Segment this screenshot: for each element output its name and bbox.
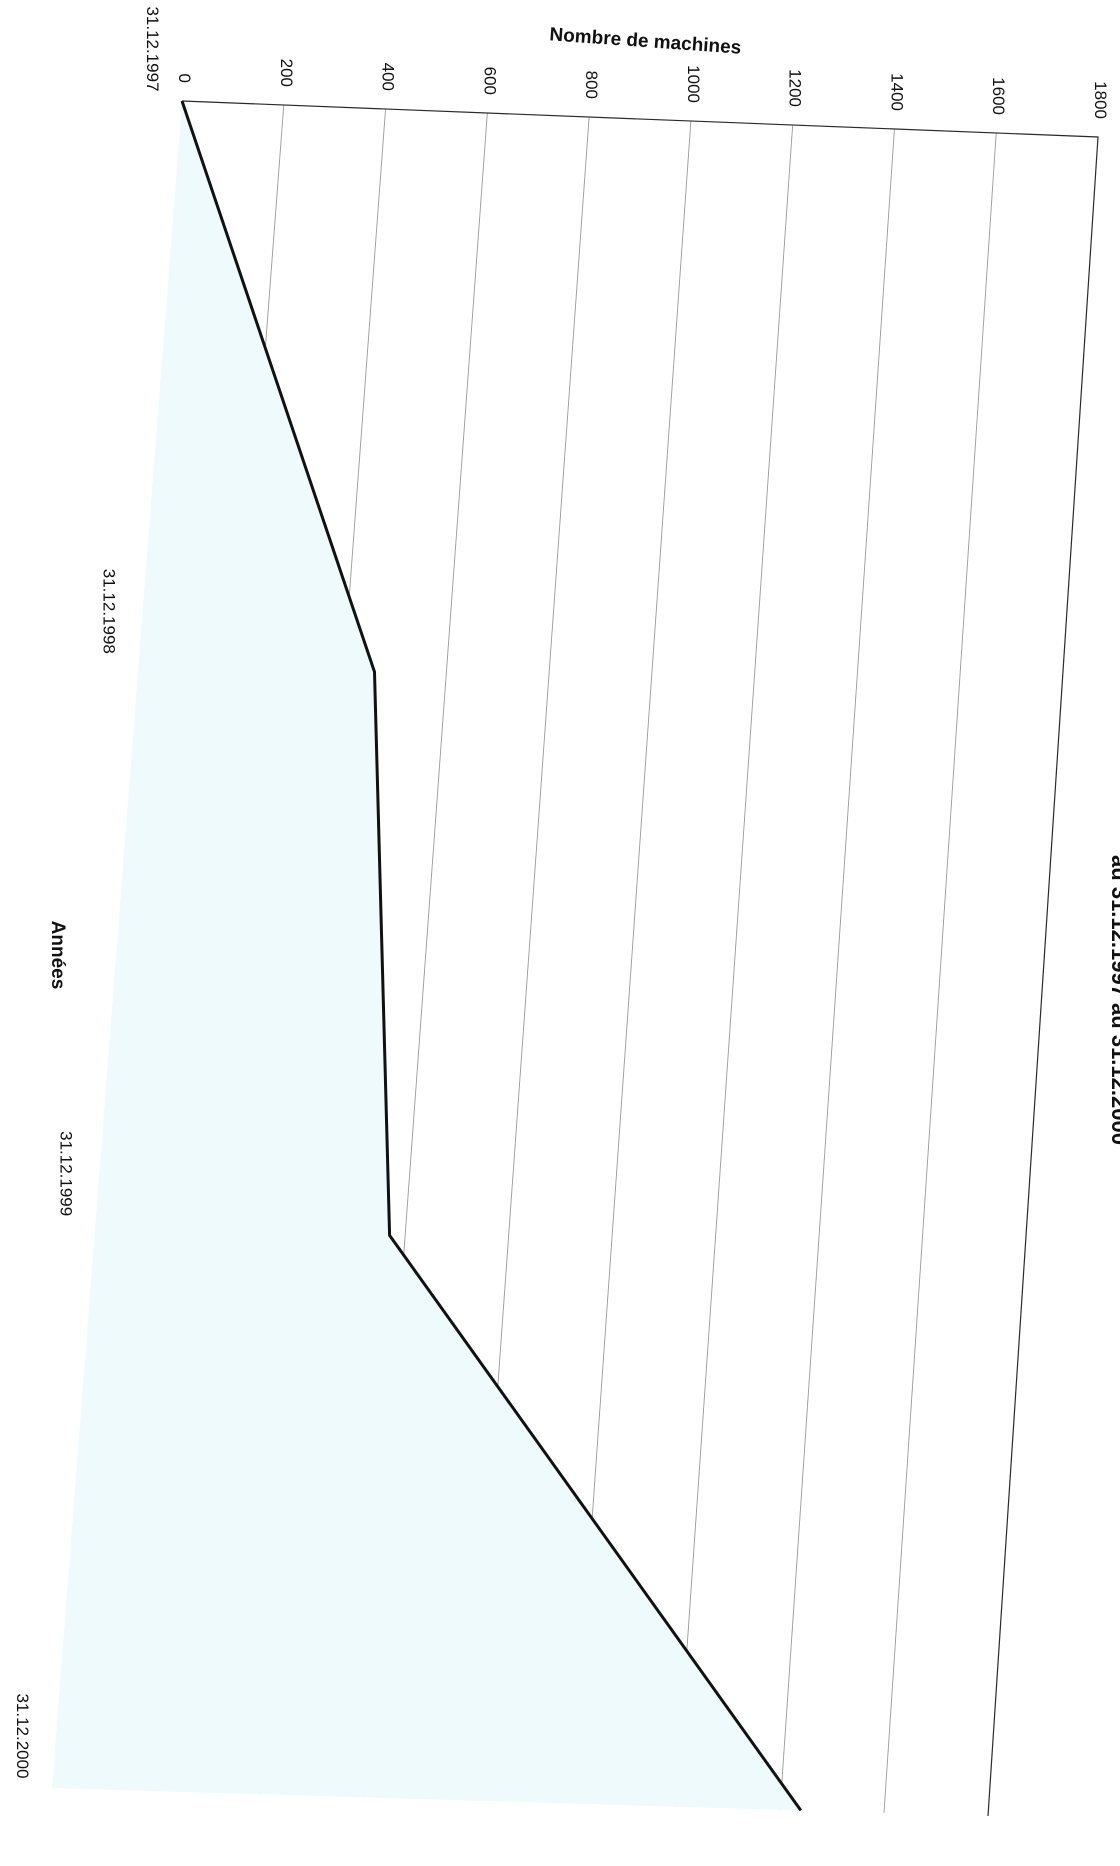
series-area <box>52 101 801 1811</box>
y-tick-label: 1000 <box>684 65 703 103</box>
y-tick-label: 1800 <box>1091 81 1110 119</box>
y-tick-label: 200 <box>277 59 296 87</box>
chart-title: au 31.12.1997 au 31.12.2000 <box>1107 855 1120 1145</box>
x-tick-labels: 31.12.1997 31.12.1998 31.12.1999 31.12.2000 <box>13 6 162 1778</box>
y-tick-label: 600 <box>480 67 499 95</box>
y-tick-label: 1400 <box>887 73 906 111</box>
y-tick-label: 1200 <box>786 69 805 107</box>
series-line <box>180 100 803 1812</box>
gridline-1400 <box>779 128 895 1810</box>
x-tick-label: 31.12.1998 <box>100 569 119 654</box>
y-tick-label: 800 <box>582 71 601 99</box>
gridline-1200 <box>675 124 794 1807</box>
y-tick-label: 1600 <box>989 77 1008 115</box>
gridline-1600 <box>883 132 997 1813</box>
y-axis-title: Nombre de machines <box>549 24 742 58</box>
y-tick-labels: 0 200 400 600 800 1000 1200 1400 1600 1800 <box>175 59 1110 119</box>
y-tick-label: 0 <box>175 74 194 83</box>
grid-layer <box>155 104 997 1813</box>
x-axis-title: Années <box>47 921 68 990</box>
x-tick-label: 31.12.1997 <box>143 6 162 91</box>
x-tick-label: 31.12.2000 <box>13 1693 32 1778</box>
y-tick-label: 400 <box>379 63 398 91</box>
plot-frame <box>181 100 1099 1817</box>
x-tick-label: 31.12.1999 <box>56 1131 75 1216</box>
